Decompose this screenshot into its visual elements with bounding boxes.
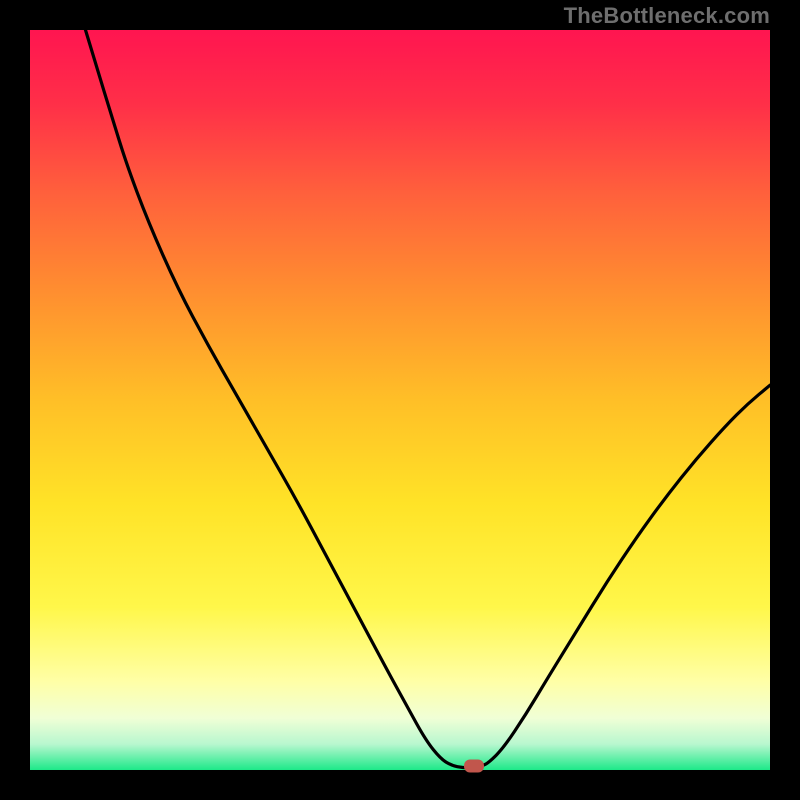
curve-line: [30, 30, 770, 770]
bottleneck-marker: [464, 759, 484, 772]
chart-frame: TheBottleneck.com: [0, 0, 800, 800]
plot-area: [30, 30, 770, 770]
watermark-text: TheBottleneck.com: [564, 3, 770, 29]
